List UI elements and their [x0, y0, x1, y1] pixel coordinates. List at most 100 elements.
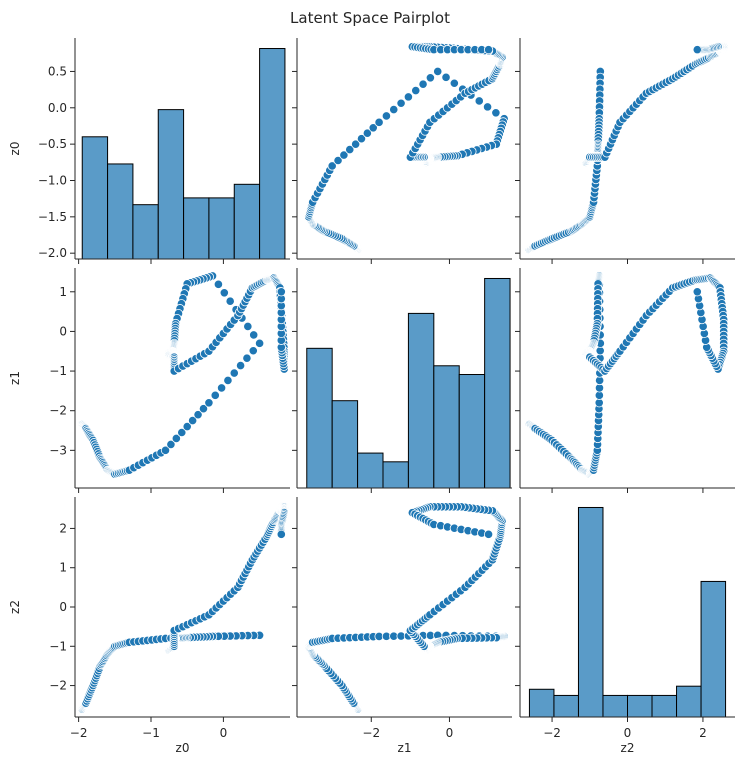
y-tick-label: 0	[59, 324, 67, 338]
scatter-point	[418, 79, 428, 89]
panel-z2-vs-z1: −2 0 z1	[292, 497, 512, 755]
chart-title: Latent Space Pairplot	[290, 9, 450, 27]
scatter-point	[327, 161, 337, 171]
scatter-point	[204, 398, 214, 408]
y-tick-label: 1	[59, 285, 67, 299]
scatter-point	[692, 287, 702, 297]
x-tick-label: −2	[543, 726, 561, 740]
hist-bar	[627, 694, 653, 718]
scatter-point	[229, 368, 239, 378]
hist-bar	[553, 694, 579, 718]
panel-z0-vs-z1	[292, 38, 512, 264]
scatter-point	[219, 288, 229, 298]
y-tick-label: 0.5	[48, 64, 67, 78]
panel-z0-vs-z0: −2.0 −1.5 −1.0 −0.5 0.0 0.5 z0	[8, 38, 290, 264]
hist-bar	[602, 694, 628, 718]
scatter-point	[243, 321, 253, 332]
y-tick-label: −3	[49, 443, 67, 457]
x-tick-label: 0	[624, 726, 632, 740]
scatter-point	[216, 383, 227, 393]
x-axis-label: z2	[621, 741, 635, 755]
y-tick-label: −2	[49, 404, 67, 418]
scatter-point	[276, 529, 286, 539]
scatter-point	[225, 296, 235, 306]
scatter-point	[345, 144, 355, 155]
y-axis-label: z2	[8, 600, 22, 614]
x-tick-label: 0	[220, 726, 228, 740]
y-tick-label: −2	[49, 679, 67, 693]
x-tick-label: 0	[446, 726, 454, 740]
y-tick-label: 1	[59, 561, 67, 575]
x-tick-label: −2	[362, 726, 380, 740]
y-tick-label: 0	[59, 600, 67, 614]
y-tick-label: 0.0	[48, 101, 67, 115]
scatter-point	[433, 66, 443, 77]
scatter-point	[242, 353, 252, 363]
hist-bar	[306, 347, 333, 489]
hist-bar	[458, 374, 486, 489]
scatter-point	[483, 45, 494, 55]
scatter-point	[339, 150, 349, 160]
scatter-point	[193, 410, 203, 420]
y-tick-label: −1.5	[38, 210, 67, 224]
scatter-point	[692, 45, 702, 55]
y-tick-label: 2	[59, 521, 67, 535]
panel-z2-vs-z2: −2 0 2 z2	[515, 497, 735, 755]
scatter-point	[210, 390, 220, 400]
hist-bar	[357, 452, 384, 489]
scatter-point	[368, 123, 378, 133]
scatter-point	[482, 102, 493, 112]
y-tick-label: −1	[49, 364, 67, 378]
y-tick-label: −1	[49, 639, 67, 653]
scatter-point	[223, 375, 233, 386]
y-tick-label: −1.0	[38, 173, 67, 187]
hist-bar	[208, 197, 235, 260]
scatter-point	[248, 346, 258, 356]
scatter-point	[198, 404, 209, 414]
scatter-point	[411, 85, 421, 96]
y-axis-label: z0	[8, 142, 22, 156]
hist-bar	[157, 109, 185, 260]
hist-bar	[331, 400, 359, 489]
scatter-point	[255, 338, 265, 348]
scatter-point	[356, 134, 367, 144]
x-axis-label: z1	[398, 741, 412, 755]
hist-bar	[651, 694, 678, 718]
hist-bar	[132, 204, 159, 260]
hist-bar	[107, 163, 134, 260]
hist-bar	[233, 183, 261, 260]
x-tick-label: −1	[142, 726, 160, 740]
scatter-point	[381, 111, 392, 121]
scatter-point	[276, 287, 286, 297]
hist-bar	[484, 277, 511, 489]
scatter-point	[166, 439, 176, 449]
scatter-point	[213, 279, 224, 289]
scatter-point	[362, 128, 372, 138]
scatter-point	[483, 529, 494, 539]
x-axis-label: z0	[176, 741, 190, 755]
scatter-point	[403, 92, 414, 102]
y-tick-label: −2.0	[38, 246, 67, 260]
hist-bar	[577, 506, 604, 718]
scatter-point	[491, 108, 501, 118]
scatter-point	[188, 416, 198, 426]
hist-bar	[676, 685, 702, 718]
panel-z0-vs-z2	[515, 38, 735, 264]
scatter-point	[182, 421, 192, 432]
scatter-point	[171, 433, 181, 444]
hist-bar	[183, 197, 210, 260]
panel-z1-vs-z2	[515, 268, 735, 493]
scatter-point	[374, 117, 384, 127]
hist-bar	[382, 461, 409, 489]
scatter-point	[449, 78, 459, 88]
hist-bar	[528, 688, 555, 718]
hist-bar	[81, 136, 109, 260]
x-tick-label: −2	[70, 726, 88, 740]
y-axis-label: z1	[8, 371, 22, 385]
hist-bar	[700, 580, 727, 718]
panel-z2-vs-z0: −2 −1 0 −2 −1 0 1 2 z0 z2	[8, 497, 290, 755]
hist-bar	[407, 312, 435, 489]
y-tick-label: −0.5	[38, 137, 67, 151]
scatter-point	[474, 96, 484, 106]
scatter-point	[333, 155, 343, 166]
